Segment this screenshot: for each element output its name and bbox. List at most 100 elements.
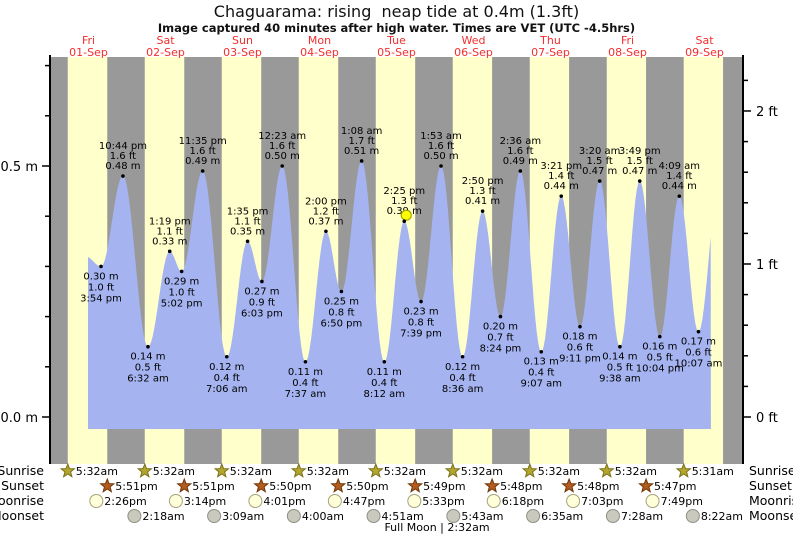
tide-annotation-time: 3:21 pm	[540, 161, 582, 172]
moonset-time: 2:18am	[142, 510, 184, 523]
tide-point-dot	[99, 264, 103, 269]
tide-annotation-ft: 1.7 ft	[348, 136, 374, 147]
tide-annotation-ft: 0.5 ft	[607, 363, 633, 374]
moonset-time: 3:09am	[222, 510, 264, 523]
tide-annotation-time: 7:37 am	[285, 389, 327, 400]
tide-point-dot	[498, 314, 503, 319]
tide-point-dot	[146, 344, 150, 349]
left-axis: 0.0 m 0.5 m	[1, 55, 51, 464]
tide-annotation-m: 0.35 m	[230, 226, 265, 237]
tide-annotation-ft: 1.0 ft	[168, 287, 194, 298]
tide-point-dot	[480, 209, 485, 213]
tide-annotation-time: 6:32 am	[127, 374, 169, 385]
tide-annotation-time: 6:03 pm	[241, 308, 283, 319]
sunset-icon	[638, 477, 655, 493]
sunrise-icon	[59, 462, 76, 478]
tide-annotation-m: 0.12 m	[445, 362, 480, 373]
tide-annotation-time: 8:36 am	[442, 384, 484, 395]
sunset-icon	[253, 477, 270, 493]
moonset-icon	[366, 509, 381, 523]
tide-annotation-ft: 1.3 ft	[469, 186, 495, 197]
tide-annotation-time: 8:24 pm	[480, 344, 522, 355]
tide-point-dot	[539, 349, 544, 354]
moonset-icon	[685, 509, 700, 523]
sunrise-icon	[367, 462, 384, 478]
moonrise-icon	[486, 494, 501, 508]
tide-annotation-m: 0.50 m	[423, 151, 458, 162]
tide-point-dot	[460, 354, 465, 359]
date-axis: Fri01-SepSat02-SepSun03-SepMon04-SepTue0…	[69, 34, 724, 59]
sunrise-icon	[675, 462, 692, 478]
moonset-icon	[526, 509, 541, 523]
sunset-time: 5:48pm	[500, 480, 542, 493]
axis-label: 2 ft	[756, 105, 778, 120]
tide-annotation-time: 7:06 am	[206, 384, 248, 395]
tide-annotation-m: 0.49 m	[185, 156, 220, 167]
day-label: Thu	[539, 34, 561, 47]
sunrise-icon	[213, 462, 230, 478]
tide-annotation-m: 0.20 m	[483, 322, 518, 333]
moonset-time: 7:28am	[621, 510, 663, 523]
sunrise-icon	[136, 462, 153, 478]
tide-annotation-time: 3:49 pm	[619, 146, 661, 157]
moonrise-time: 4:01pm	[263, 495, 305, 508]
tide-annotation-ft: 1.6 ft	[269, 141, 295, 152]
tide-annotation-time: 2:00 pm	[305, 196, 347, 207]
tide-annotation-time: 9:11 pm	[559, 354, 601, 365]
full-moon-label: Full Moon | 2:32am	[384, 521, 489, 534]
tide-point-dot	[339, 289, 344, 294]
date-label: 02-Sep	[146, 46, 185, 59]
tide-annotation-time: 1:08 am	[341, 126, 383, 137]
axis-label: 1 ft	[756, 258, 778, 273]
tide-annotation-ft: 1.6 ft	[110, 151, 136, 162]
moonrise-time: 6:18pm	[502, 495, 544, 508]
tide-annotation-ft: 0.8 ft	[408, 318, 434, 329]
tide-annotation-m: 0.16 m	[642, 342, 677, 353]
tide-annotation-m: 0.11 m	[367, 367, 402, 378]
tide-annotation-time: 12:23 am	[258, 131, 306, 142]
row-label-moonrise-right: Moonrise	[749, 493, 793, 508]
tide-annotation-m: 0.47 m	[582, 166, 617, 177]
tide-annotation-time: 1:19 pm	[149, 216, 191, 227]
tide-annotation-ft: 1.3 ft	[391, 196, 417, 207]
tide-annotation-ft: 1.0 ft	[88, 282, 114, 293]
tide-point-dot	[439, 164, 443, 168]
moonset-time: 4:00am	[302, 510, 344, 523]
tide-point-dot	[260, 279, 264, 284]
tide-annotation-m: 0.23 m	[403, 307, 438, 318]
day-label: Fri	[621, 34, 634, 47]
tide-point-dot	[637, 179, 642, 183]
row-label-sunset-right: Sunset	[749, 478, 792, 493]
tide-annotation-time: 10:44 pm	[99, 141, 147, 152]
tide-annotation-ft: 1.4 ft	[666, 171, 692, 182]
day-label: Fri	[82, 34, 95, 47]
tide-point-dot	[578, 324, 582, 329]
sunset-time: 5:48pm	[577, 480, 619, 493]
tide-annotation-time: 2:50 pm	[462, 176, 504, 187]
astronomy-rows: Sunrise Sunrise 5:32am 5:32am 5:32am 5:32am 5:…	[0, 462, 793, 534]
tide-annotation-m: 0.47 m	[622, 166, 657, 177]
moonset-time: 6:35am	[541, 510, 583, 523]
moonset-icon	[207, 509, 222, 523]
sunset-icon	[99, 477, 116, 493]
date-label: 09-Sep	[685, 46, 724, 59]
moonrise-time: 7:49pm	[661, 495, 703, 508]
tide-annotation-m: 0.44 m	[662, 181, 697, 192]
tide-annotation-ft: 0.5 ft	[647, 353, 673, 364]
moonset-time: 8:22am	[701, 510, 743, 523]
sunset-icon	[407, 477, 424, 493]
sunrise-time: 5:32am	[461, 465, 503, 478]
tide-annotation-m: 0.17 m	[681, 337, 716, 348]
tide-annotation-ft: 0.6 ft	[567, 343, 593, 354]
tide-annotation-ft: 0.4 ft	[449, 373, 475, 384]
tide-point-dot	[167, 249, 172, 254]
row-label-sunset-left: Sunset	[1, 478, 44, 493]
tide-annotation-ft: 1.1 ft	[157, 226, 183, 237]
chart-subtitle: Image captured 40 minutes after high wat…	[157, 21, 636, 35]
moonset-icon	[286, 509, 301, 523]
tide-annotation-time: 11:35 pm	[179, 136, 227, 147]
tide-point-dot	[559, 194, 564, 198]
tide-point-dot	[200, 169, 205, 173]
tide-point-dot	[618, 344, 622, 349]
